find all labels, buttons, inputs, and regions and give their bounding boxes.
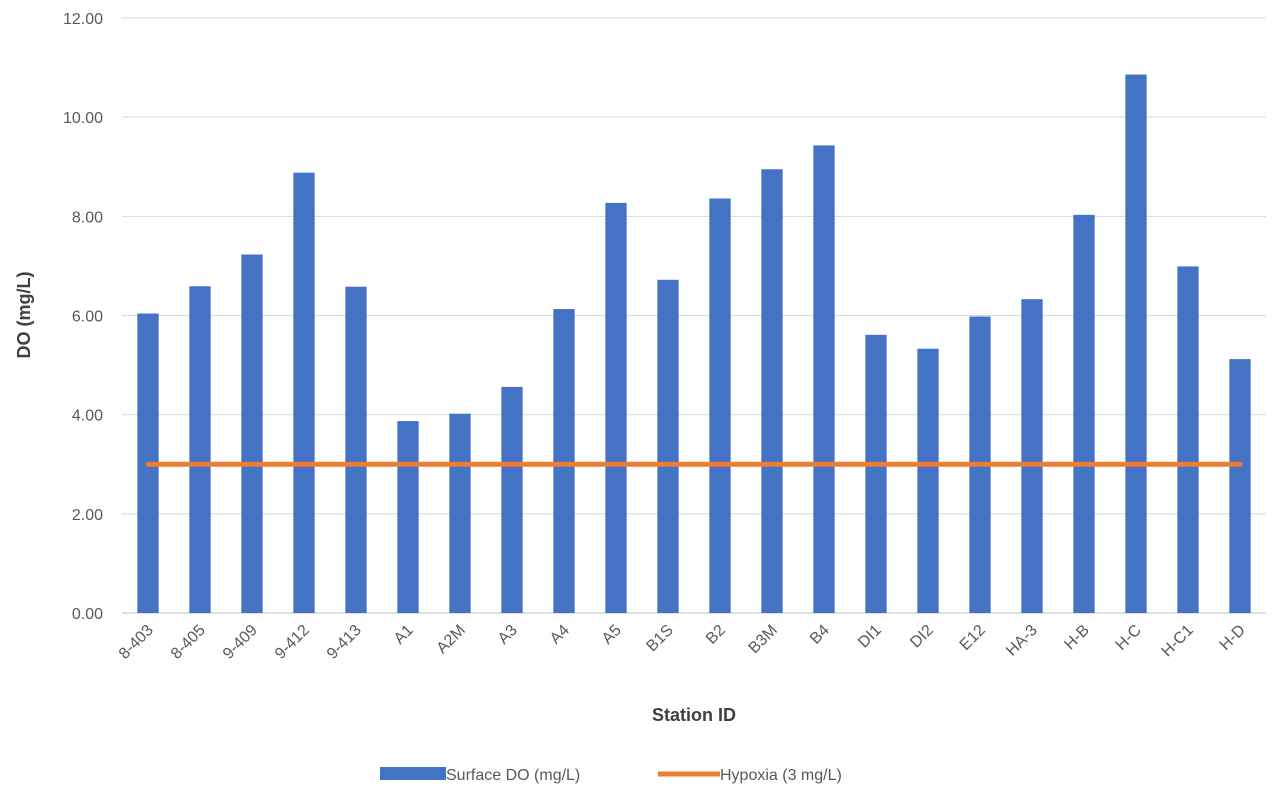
bar xyxy=(189,286,211,613)
bar xyxy=(397,421,419,613)
x-tick-label: A4 xyxy=(547,622,573,648)
legend-label-hypoxia: Hypoxia (3 mg/L) xyxy=(720,767,842,784)
x-tick-label: DI1 xyxy=(855,622,885,652)
bar xyxy=(501,386,523,613)
bar xyxy=(917,348,939,613)
bar xyxy=(1125,74,1147,613)
x-tick-label: A2M xyxy=(434,622,469,657)
bar xyxy=(761,169,783,613)
bar xyxy=(709,198,731,613)
x-tick-label: A5 xyxy=(599,622,625,648)
y-tick-label: 8.00 xyxy=(72,209,103,226)
bar xyxy=(1177,266,1199,613)
bar-layer xyxy=(137,74,1251,614)
x-tick-label: H-C xyxy=(1113,622,1145,654)
x-tick-label: B3M xyxy=(746,622,781,657)
x-tick-label: A1 xyxy=(391,622,417,648)
bar xyxy=(605,202,627,613)
legend-label-surface-do: Surface DO (mg/L) xyxy=(446,767,580,784)
legend: Surface DO (mg/L) Hypoxia (3 mg/L) xyxy=(380,767,842,784)
x-tick-labels: 8-403 8-405 9-409 9-412 9-413 A1 A2M A3 A4 A5 B1S B… xyxy=(116,622,1249,663)
x-tick-label: H-C1 xyxy=(1158,622,1196,660)
bar xyxy=(345,286,367,613)
y-tick-label: 2.00 xyxy=(72,507,103,524)
y-tick-label: 12.00 xyxy=(63,11,103,28)
bar xyxy=(293,172,315,613)
x-tick-label: HA-3 xyxy=(1003,622,1041,660)
x-tick-label: 9-412 xyxy=(272,622,313,663)
bar xyxy=(553,309,575,613)
y-axis-title: DO (mg/L) xyxy=(14,272,34,359)
bar xyxy=(1073,214,1095,614)
x-tick-label: B1S xyxy=(643,622,676,655)
bar xyxy=(865,334,887,613)
x-tick-label: 8-405 xyxy=(168,622,209,663)
bar xyxy=(657,279,679,613)
bar xyxy=(449,413,471,613)
x-tick-label: DI2 xyxy=(907,622,937,652)
y-tick-labels: 0.00 2.00 4.00 6.00 8.00 10.00 12.00 xyxy=(63,11,103,623)
bar xyxy=(1021,299,1043,613)
x-tick-label: 8-403 xyxy=(116,622,157,663)
legend-swatch-surface-do xyxy=(380,767,446,780)
x-tick-label: H-D xyxy=(1217,622,1249,654)
y-tick-label: 0.00 xyxy=(72,606,103,623)
x-tick-label: A3 xyxy=(495,622,521,648)
x-tick-label: B2 xyxy=(703,622,729,648)
x-tick-label: H-B xyxy=(1061,622,1093,654)
y-tick-label: 4.00 xyxy=(72,408,103,425)
bar xyxy=(813,145,835,613)
x-tick-label: 9-413 xyxy=(324,622,365,663)
x-axis-title: Station ID xyxy=(652,705,736,725)
x-tick-label: B4 xyxy=(807,622,833,648)
y-tick-label: 6.00 xyxy=(72,309,103,326)
x-tick-label: 9-409 xyxy=(220,622,261,663)
bar xyxy=(1229,359,1251,613)
bar xyxy=(241,254,263,613)
y-tick-label: 10.00 xyxy=(63,110,103,127)
x-tick-label: E12 xyxy=(957,622,989,654)
